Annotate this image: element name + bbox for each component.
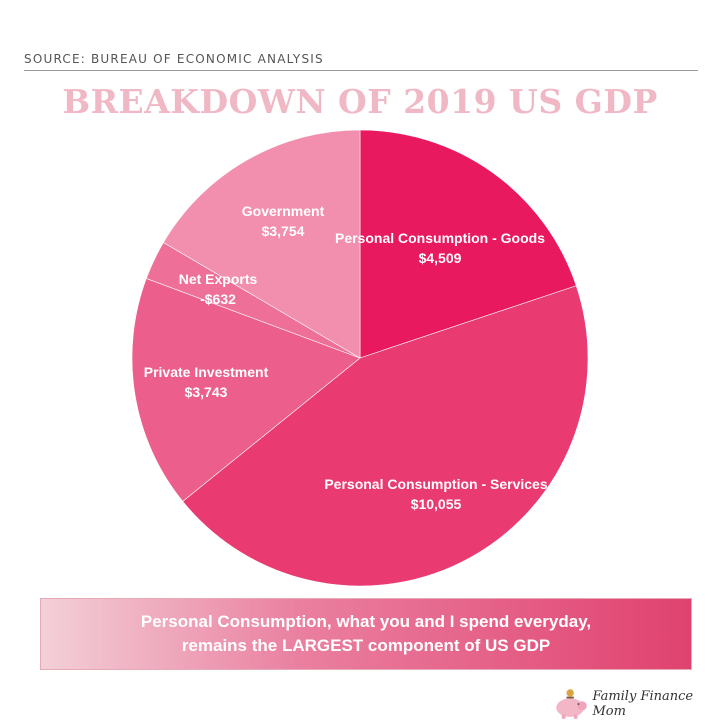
slice-value-net-exports: -$632: [200, 291, 236, 307]
slice-label-private-investment: Private Investment: [144, 364, 269, 380]
summary-banner: Personal Consumption, what you and I spe…: [40, 598, 692, 670]
pie-slice-government: [163, 129, 361, 359]
source-note: SOURCE: BUREAU OF ECONOMIC ANALYSIS: [24, 52, 324, 66]
slice-label-net-exports: Net Exports: [179, 271, 258, 287]
piggy-bank-icon: [556, 689, 587, 719]
pie-slice-goods: [359, 129, 577, 359]
slice-label-services: Personal Consumption - Services: [324, 476, 547, 492]
brand-name: Family Finance Mom: [592, 689, 694, 719]
banner-line-2: remains the LARGEST component of US GDP: [181, 636, 551, 655]
slice-value-goods: $4,509: [419, 250, 462, 266]
slice-label-government: Government: [242, 203, 325, 219]
source-divider: [24, 70, 698, 71]
slice-label-goods: Personal Consumption - Goods: [335, 230, 545, 246]
pie-slice-services: [182, 285, 589, 587]
slice-value-services: $10,055: [411, 496, 462, 512]
slice-value-government: $3,754: [262, 223, 305, 239]
slice-value-private-investment: $3,743: [185, 384, 228, 400]
banner-line-1: Personal Consumption, what you and I spe…: [140, 612, 592, 631]
chart-title: BREAKDOWN OF 2019 US GDP: [62, 82, 658, 121]
pie-slice-private-investment: [131, 278, 361, 502]
brand-logo: Family Finance Mom: [548, 688, 720, 720]
